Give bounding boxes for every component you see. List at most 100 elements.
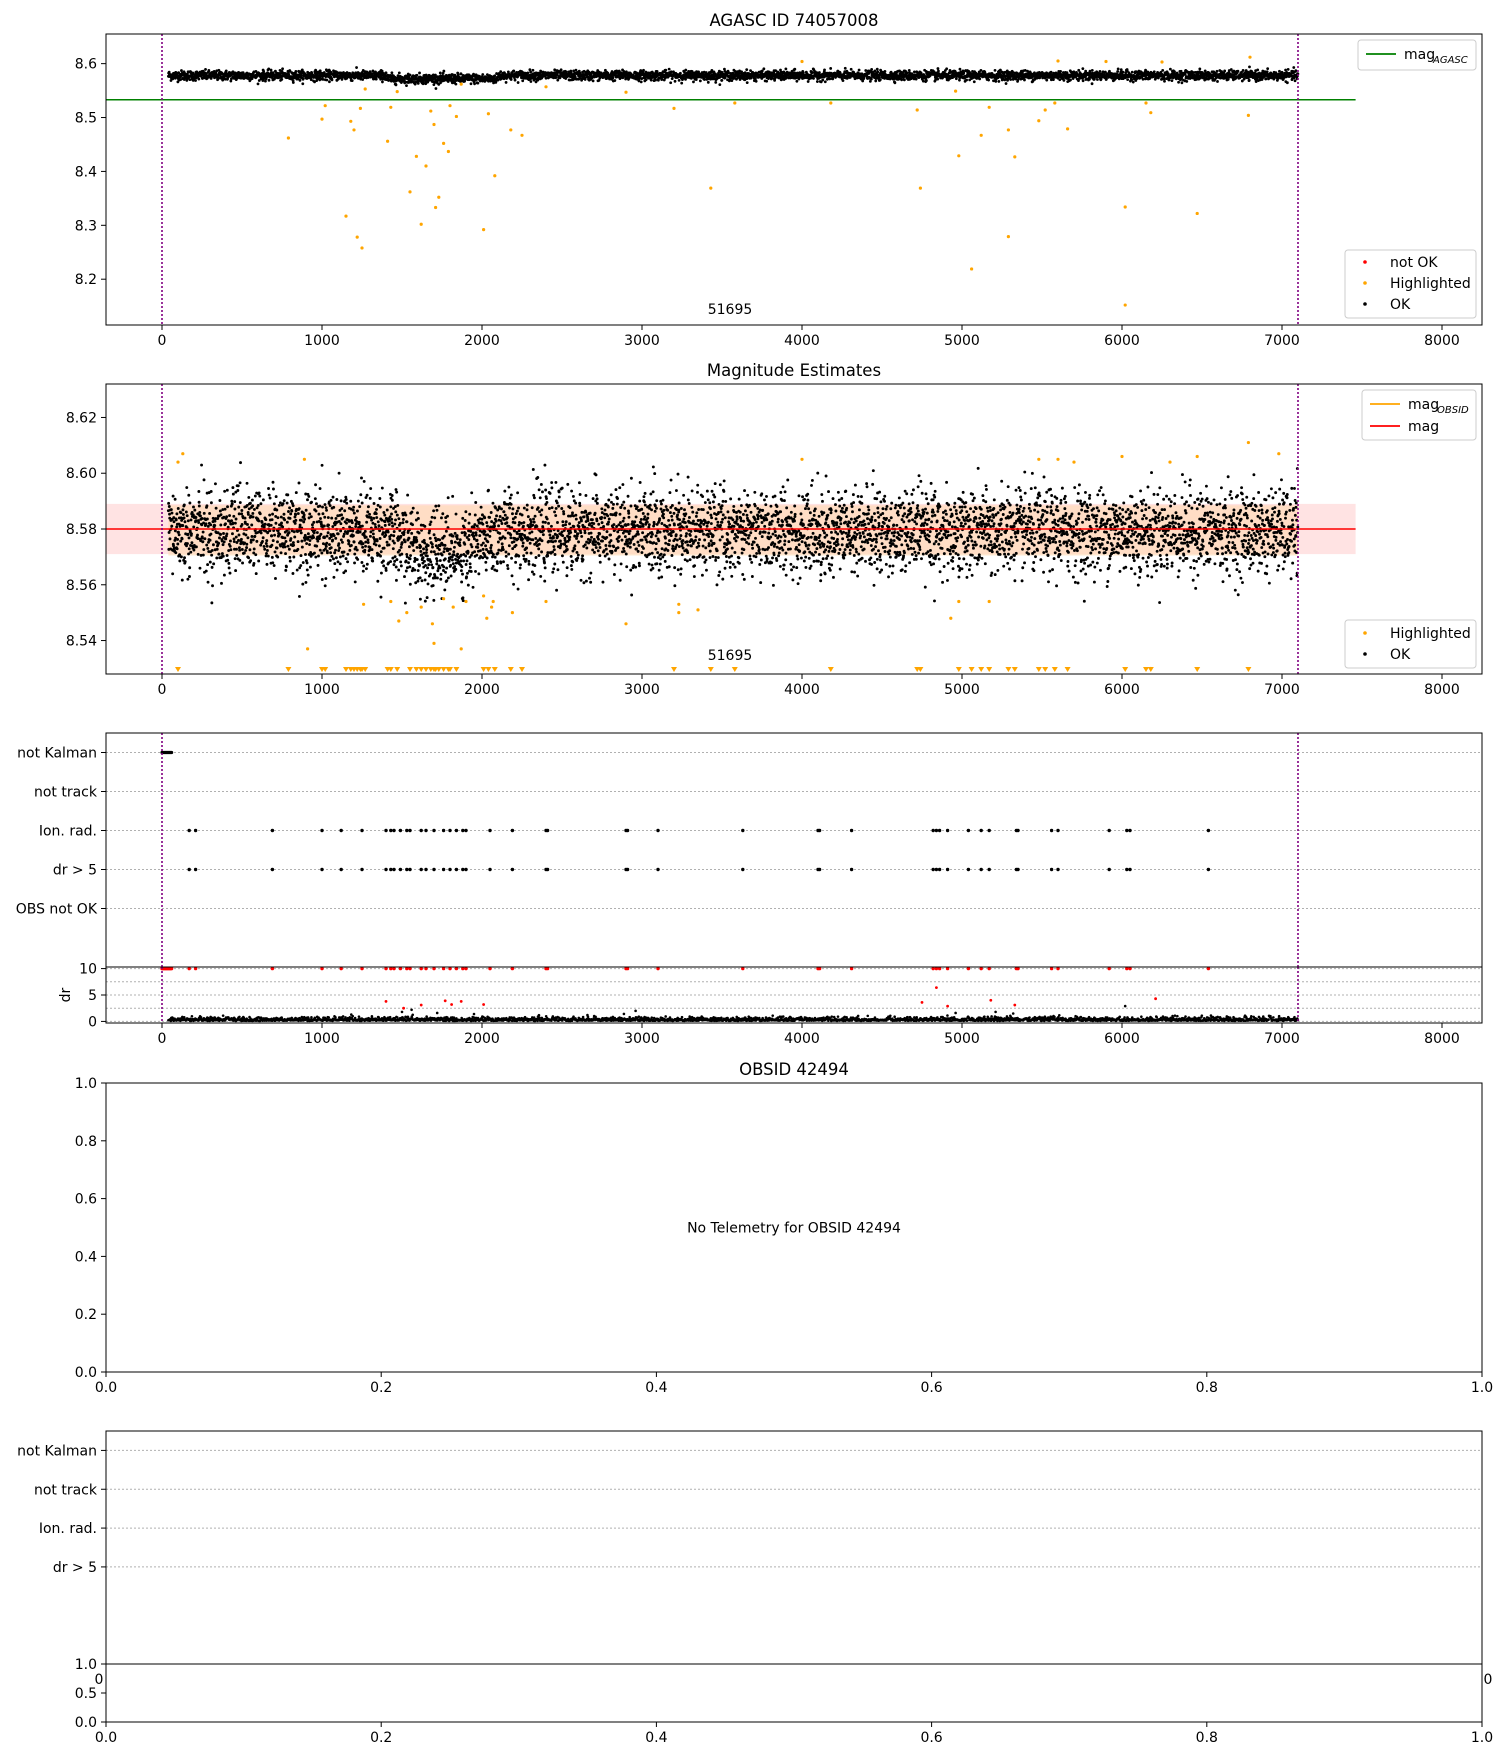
agasc-highlighted-point xyxy=(520,134,523,137)
mag-ok-point xyxy=(202,531,205,534)
mag-ok-point xyxy=(237,506,240,509)
agasc-ok-point xyxy=(1171,79,1174,82)
agasc-xtick-label: 6000 xyxy=(1104,333,1140,349)
agasc-ok-point xyxy=(870,78,873,81)
agasc-ok-point xyxy=(1132,81,1135,84)
mag-ok-point xyxy=(257,504,260,507)
mag-ok-point xyxy=(201,540,204,543)
mag-ok-point xyxy=(202,548,205,551)
agasc-ok-point xyxy=(965,79,968,82)
agasc-ok-point xyxy=(1237,70,1240,73)
mag-ok-point xyxy=(235,554,238,557)
mag-ok-point xyxy=(211,549,214,552)
mag-ok-point xyxy=(253,548,256,551)
mag-ok-point xyxy=(252,515,255,518)
mag-ok-point xyxy=(218,553,221,556)
mag-ok-point xyxy=(244,517,247,520)
agasc-highlighted-point xyxy=(1053,101,1056,104)
agasc-ok-point xyxy=(1117,67,1120,70)
agasc-ok-point xyxy=(325,79,328,82)
agasc-ok-point xyxy=(1023,79,1026,82)
agasc-highlighted-point xyxy=(424,164,427,167)
mag-ok-point xyxy=(192,525,195,528)
mag-ok-point xyxy=(176,547,179,550)
agasc-ok-point xyxy=(816,80,819,83)
mag-ok-point xyxy=(197,490,200,493)
mag-ok-point xyxy=(209,539,212,542)
mag-ok-point xyxy=(266,549,269,552)
mag-ok-point xyxy=(230,519,233,522)
agasc-ok-point xyxy=(532,69,535,72)
mag-ok-point xyxy=(234,522,237,525)
agasc-ok-point xyxy=(398,71,401,74)
mag-ok-point xyxy=(226,554,229,557)
agasc-ok-point xyxy=(642,69,645,72)
mag-ok-point xyxy=(177,531,180,534)
mag-ok-point xyxy=(235,536,238,539)
agasc-highlighted-point xyxy=(829,101,832,104)
mag-ok-point xyxy=(174,498,177,501)
agasc-ok-point xyxy=(994,69,997,72)
agasc-ok-point xyxy=(894,81,897,84)
agasc-ok-point xyxy=(225,70,228,73)
agasc-ok-point xyxy=(1185,80,1188,83)
agasc-ok-point xyxy=(879,78,882,81)
agasc-ok-point xyxy=(765,80,768,83)
mag-ok-point xyxy=(271,518,274,521)
mag-ok-point xyxy=(183,503,186,506)
agasc-ok-point xyxy=(584,78,587,81)
mag-ok-point xyxy=(228,514,231,517)
agasc-ok-point xyxy=(1184,73,1187,76)
mag-ok-point xyxy=(245,546,248,549)
mag-ok-point xyxy=(205,504,208,507)
mag-ok-point xyxy=(225,515,228,518)
mag-ok-point xyxy=(185,486,188,489)
mag-ok-point xyxy=(219,533,222,536)
agasc-ok-point xyxy=(418,72,421,75)
mag-ok-point xyxy=(238,559,241,562)
mag-ok-point xyxy=(210,533,213,536)
agasc-ok-point xyxy=(1181,81,1184,84)
mag-ok-point xyxy=(258,491,261,494)
mag-ok-point xyxy=(258,495,261,498)
mag-ok-point xyxy=(212,543,215,546)
mag-ok-point xyxy=(212,562,215,565)
agasc-ok-point xyxy=(1131,71,1134,74)
agasc-ok-point xyxy=(978,77,981,80)
mag-ok-point xyxy=(193,509,196,512)
agasc-ok-point xyxy=(1292,66,1295,69)
mag-ok-point xyxy=(218,499,221,502)
agasc-ok-point xyxy=(521,79,524,82)
mag-ok-point xyxy=(229,545,232,548)
agasc-ok-point xyxy=(613,79,616,82)
agasc-ok-point xyxy=(718,83,721,86)
mag-ok-point xyxy=(265,542,268,545)
agasc-ok-point xyxy=(997,80,1000,83)
mag-ok-point xyxy=(181,537,184,540)
mag-ok-point xyxy=(188,575,191,578)
mag-ok-point xyxy=(241,562,244,565)
agasc-ok-point xyxy=(575,69,578,72)
mag-ok-point xyxy=(184,560,187,563)
mag-ok-point xyxy=(237,484,240,487)
mag-ok-point xyxy=(252,538,255,541)
agasc-highlighted-point xyxy=(544,85,547,88)
agasc-ok-point xyxy=(842,79,845,82)
mag-ok-point xyxy=(203,537,206,540)
mag-ok-point xyxy=(234,557,237,560)
agasc-xtick-label: 8000 xyxy=(1424,333,1460,349)
agasc-legend-label: not OK xyxy=(1390,255,1438,271)
agasc-ok-point xyxy=(678,79,681,82)
agasc-ok-point xyxy=(874,80,877,83)
agasc-highlighted-point xyxy=(356,236,359,239)
mag-ok-point xyxy=(205,522,208,525)
agasc-ok-point xyxy=(1005,82,1008,85)
agasc-ok-point xyxy=(876,70,879,73)
agasc-ok-point xyxy=(680,82,683,85)
mag-ok-point xyxy=(262,498,265,501)
agasc-ok-point xyxy=(1286,81,1289,84)
mag-ok-point xyxy=(210,490,213,493)
agasc-ok-point xyxy=(319,69,322,72)
agasc-ok-point xyxy=(390,71,393,74)
